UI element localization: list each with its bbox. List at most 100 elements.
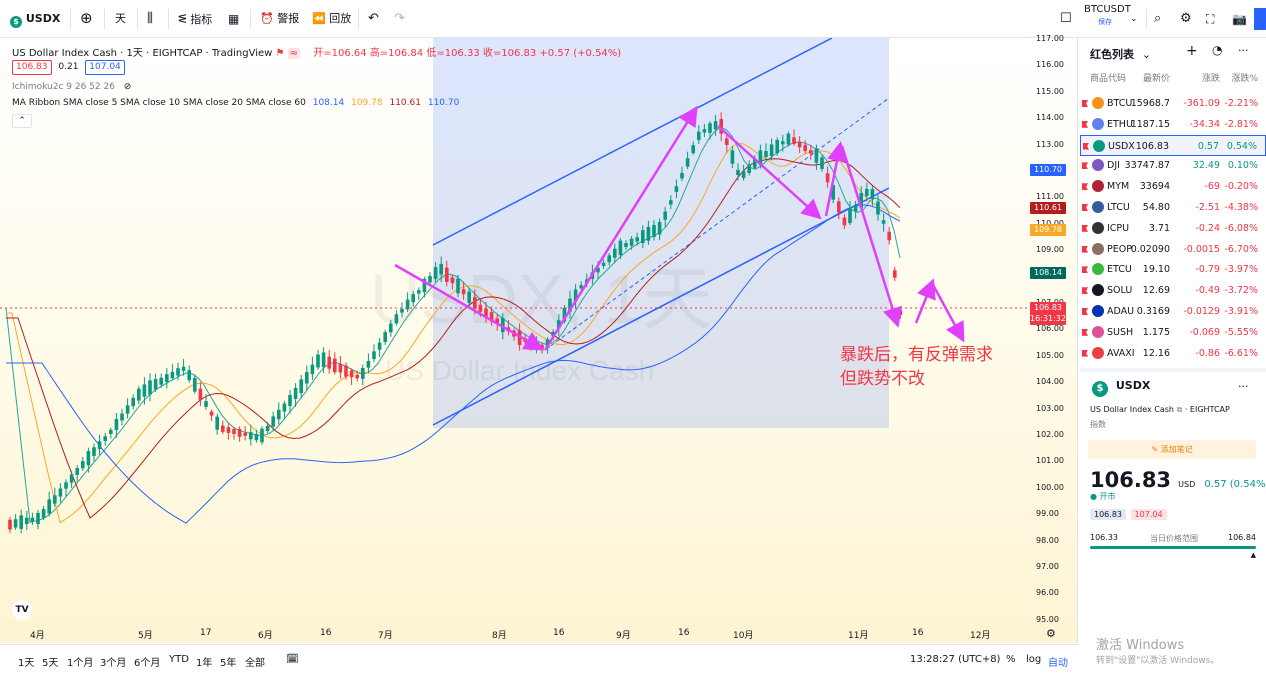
external-link-icon[interactable]: ⧉ [1176,405,1183,414]
log-toggle[interactable]: log [1026,654,1042,665]
chart-pane[interactable]: USDX, 1天 US Dollar Index Cash [0,34,1078,643]
candle-body [405,299,410,310]
ma-ribbon-legend[interactable]: MA Ribbon SMA close 5 SMA close 10 SMA c… [12,98,459,108]
flag-icon[interactable] [1082,266,1088,274]
watchlist-row[interactable]: BTCU 15968.7 -361.09 -2.21% [1080,93,1266,114]
candle-body [781,141,785,145]
right-panel-toggle[interactable] [1254,8,1266,30]
search-icon[interactable]: ⌕ [1154,11,1162,26]
chevron-down-icon[interactable]: ⌄ [1130,14,1138,24]
range-button[interactable]: 1年 [196,658,213,669]
ask-box[interactable]: 107.04 [85,60,125,75]
annotation-text[interactable]: 暴跌后，有反弹需求 但跌势不改 [840,343,993,391]
add-compare-icon[interactable]: ⊕ [80,9,93,27]
range-button[interactable]: 5年 [220,658,237,669]
indicators-button[interactable]: ᓬ 指标 [178,9,212,29]
watchlist-row[interactable]: DJI 33747.87 32.49 0.10% [1080,155,1266,176]
axis-settings-gear-icon[interactable]: ⚙ [1046,627,1056,640]
candle-body [131,397,135,407]
watchlist-title: 红色列表 [1090,48,1134,61]
col-symbol[interactable]: 商品代码 [1090,74,1127,84]
watchlist-row[interactable]: ETHU 1187.15 -34.34 -2.81% [1080,114,1266,135]
alert-button[interactable]: ⏰ 警报 [260,9,299,29]
flag-icon[interactable] [1082,308,1088,315]
pie-chart-icon[interactable]: ◔ [1212,43,1223,57]
collapse-legend-button[interactable]: ⌃ [12,114,32,128]
more-icon[interactable]: ··· [1238,44,1249,57]
range-button[interactable]: 5天 [42,658,59,669]
ichimoku-legend[interactable]: Ichimoku2c 9 26 52 26 ⊘ [12,82,131,92]
watchlist-row[interactable]: AVAXI 12.16 -0.86 -6.61% [1080,343,1266,364]
row-last: 0.02090 [1130,243,1170,255]
time-axis-label: 12月 [970,631,991,641]
compare-symbol-button[interactable]: BTCUSDT 保存 [1084,4,1131,28]
interval-button[interactable]: 天 [115,12,126,25]
undo-icon[interactable]: ↶ [368,11,379,26]
watchlist-row[interactable]: ADAU 0.3169 -0.0129 -3.91% [1080,301,1266,322]
flag-icon[interactable] [1082,162,1088,170]
range-button[interactable]: 3个月 [100,658,127,669]
channel-upper-line[interactable] [432,38,833,246]
clock-label[interactable]: 13:28:27 (UTC+8) [910,654,1001,665]
camera-icon[interactable]: 📷 [1232,12,1247,26]
percent-toggle[interactable]: % [1006,654,1016,665]
col-last[interactable]: 最新价 [1142,74,1170,84]
calendar-icon[interactable]: 🗓 [286,654,299,665]
watchlist-row[interactable]: PEOP 0.02090 -0.0015 -6.70% [1080,239,1266,260]
col-change-pct[interactable]: 涨跌% [1231,74,1258,84]
watchlist-row[interactable]: LTCU 54.80 -2.51 -4.38% [1080,197,1266,218]
flag-icon[interactable] [1082,100,1088,107]
candles-icon[interactable]: ⫼ [147,11,153,26]
flag-icon[interactable] [1082,245,1088,253]
row-last: 19.10 [1142,264,1170,276]
watchlist-row[interactable]: USDX 106.83 0.57 0.54% [1080,134,1266,156]
flag-icon[interactable]: ⚑ [275,48,285,59]
replay-button[interactable]: ⏪ 回放 [312,9,351,29]
auto-toggle[interactable]: 自动 [1048,658,1068,669]
tradingview-logo-icon[interactable]: TV [12,600,32,620]
details-symbol[interactable]: USDX [1115,379,1151,392]
range-button[interactable]: 6个月 [134,658,161,669]
menu-badge-icon[interactable]: ≈ [287,48,301,59]
candle-body [635,237,639,242]
col-change[interactable]: 涨跌 [1201,74,1220,84]
flag-icon[interactable] [1082,224,1088,232]
details-name[interactable]: US Dollar Index Cash [1090,405,1175,414]
candle-body [753,158,757,168]
fullscreen-frame-icon[interactable]: ☐ [1060,11,1072,26]
expand-icon[interactable]: ⛶ [1206,12,1215,26]
flag-icon[interactable] [1082,183,1088,191]
add-note-button[interactable]: ✎ 添加笔记 [1088,440,1256,459]
flag-icon[interactable] [1082,328,1088,336]
bid-box[interactable]: 106.83 [12,60,52,75]
watchlist-row[interactable]: SOLU 12.69 -0.49 -3.72% [1080,280,1266,301]
watchlist-row[interactable]: MYM 33694 -69 -0.20% [1080,176,1266,197]
flag-icon[interactable] [1082,120,1088,128]
flag-icon[interactable] [1083,142,1089,150]
add-symbol-icon[interactable]: + [1186,43,1198,59]
candle-body [170,371,175,379]
flag-icon[interactable] [1082,349,1088,357]
watchlist-title-button[interactable]: 红色列表 ⌄ [1090,46,1151,62]
flag-icon[interactable] [1082,287,1088,295]
channel-mid-line[interactable] [544,97,890,351]
eye-slash-icon[interactable]: ⊘ [123,82,132,92]
watchlist-row[interactable]: ICPU 3.71 -0.24 -6.08% [1080,218,1266,239]
redo-icon[interactable]: ↷ [394,11,405,26]
range-button[interactable]: 1天 [18,658,35,669]
layout-grid-icon[interactable]: ▦ [228,12,240,26]
drawing-arrows[interactable] [394,105,965,351]
dollar-icon: $ [1092,381,1108,397]
range-button[interactable]: 全部 [245,658,265,669]
symbol-search-button[interactable]: $ USDX [10,9,60,29]
flag-icon[interactable] [1082,204,1088,211]
details-more-icon[interactable]: ··· [1238,380,1249,393]
watchlist-row[interactable]: SUSH 1.175 -0.069 -5.55% [1080,322,1266,343]
candle-body [36,512,40,524]
watchlist-row[interactable]: ETCU 19.10 -0.79 -3.97% [1080,259,1266,280]
range-button[interactable]: 1个月 [67,658,94,669]
channel-lower-line[interactable] [432,187,890,426]
range-button[interactable]: YTD [169,654,189,665]
gear-icon[interactable]: ⚙ [1180,11,1192,26]
candle-body [75,468,79,475]
